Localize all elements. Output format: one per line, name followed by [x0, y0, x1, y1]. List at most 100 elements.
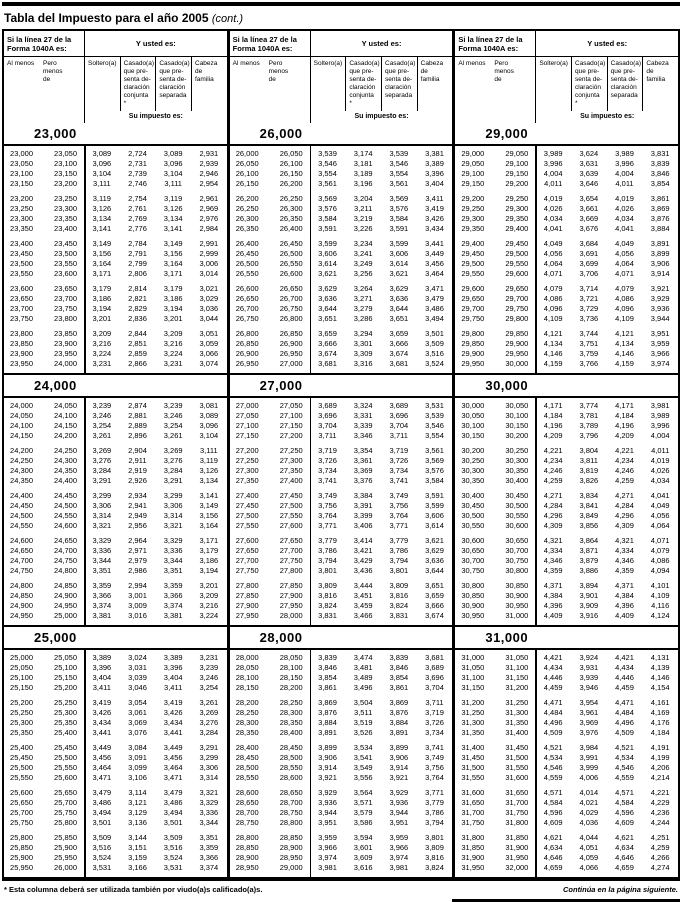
cell-less-than: 26,800	[279, 313, 303, 323]
cell-tax-head-of-household: 3,929	[650, 293, 670, 303]
cell-tax-single: 3,749	[318, 490, 337, 500]
row-group: 24,400 24,450 3,299 2,934 3,299 3,141 24,450 24…	[4, 491, 227, 531]
cell-tax-married-joint: 3,099	[128, 762, 147, 772]
section-heading: 29,000	[455, 123, 679, 146]
cell-at-least: 23,150	[10, 178, 33, 188]
cell-at-least: 31,300	[461, 717, 485, 727]
table-row: 27,500 27,550 3,764 3,399 3,764 3,606	[230, 511, 453, 521]
row-group: 23,800 23,850 3,209 2,844 3,209 3,051 23,850 23…	[4, 329, 227, 369]
cell-tax-married-joint: 3,841	[579, 500, 599, 510]
cell-tax-married-joint: 2,851	[128, 338, 147, 348]
cell-at-least: 24,450	[10, 500, 33, 510]
cell-tax-married-joint: 3,571	[353, 797, 373, 807]
cell-tax-married-separate: 4,011	[615, 178, 634, 188]
table-row: 27,900 27,950 3,824 3,459 3,824 3,666	[230, 601, 453, 611]
cell-tax-head-of-household: 3,501	[425, 328, 444, 338]
cell-tax-married-joint: 2,724	[128, 148, 147, 158]
cell-tax-single: 3,764	[318, 510, 337, 520]
table-row: 23,950 24,000 3,231 2,866 3,231 3,074	[4, 359, 227, 369]
cell-tax-single: 4,359	[543, 565, 563, 575]
section-rows: 30,000 30,050 4,171 3,774 4,171 3,981 30,050 30…	[455, 397, 678, 625]
cell-tax-head-of-household: 3,809	[425, 842, 444, 852]
cell-tax-head-of-household: 3,224	[199, 610, 219, 620]
cell-tax-single: 3,741	[318, 475, 337, 485]
cell-tax-married-joint: 3,204	[353, 193, 373, 203]
cell-tax-married-joint: 3,916	[579, 610, 599, 620]
column-header-at-least: Al menos	[7, 59, 35, 67]
cell-tax-single: 3,704	[318, 420, 337, 430]
cell-tax-married-joint: 4,006	[579, 772, 599, 782]
cell-less-than: 26,050	[279, 148, 303, 158]
row-group: 31,000 31,050 4,421 3,924 4,421 4,131 31,050 31…	[455, 653, 678, 693]
cell-at-least: 24,350	[10, 475, 33, 485]
cell-tax-married-joint: 3,046	[128, 682, 147, 692]
cell-at-least: 25,350	[10, 727, 33, 737]
income-section: 23,000 23,000 23,050 3,089 2,724 3,089 2,931 23…	[4, 123, 227, 373]
table-row: 27,600 27,650 3,779 3,414 3,779 3,621	[230, 536, 453, 546]
cell-tax-single: 3,306	[92, 500, 112, 510]
table-row: 29,700 29,750 4,096 3,729 4,096 3,936	[455, 304, 678, 314]
cell-tax-head-of-household: 3,629	[425, 545, 444, 555]
table-row: 26,650 26,700 3,636 3,271 3,636 3,479	[230, 294, 453, 304]
cell-tax-married-separate: 3,764	[389, 510, 409, 520]
cell-less-than: 28,750	[279, 807, 303, 817]
cell-less-than: 29,800	[505, 313, 529, 323]
cell-less-than: 29,650	[505, 283, 529, 293]
cell-tax-single: 3,929	[318, 787, 337, 797]
cell-at-least: 30,850	[461, 590, 485, 600]
cell-less-than: 24,400	[54, 475, 77, 485]
cell-tax-married-separate: 3,366	[163, 590, 183, 600]
cell-tax-single: 3,554	[318, 168, 337, 178]
table-row: 30,200 30,250 4,221 3,804 4,221 4,011	[455, 446, 678, 456]
cell-tax-married-joint: 3,496	[353, 682, 373, 692]
cell-less-than: 29,250	[505, 193, 529, 203]
cell-less-than: 24,900	[54, 590, 77, 600]
cell-less-than: 27,900	[279, 590, 303, 600]
cell-tax-single: 3,164	[92, 258, 112, 268]
cell-tax-married-separate: 3,276	[163, 455, 183, 465]
cell-tax-head-of-household: 3,164	[199, 520, 219, 530]
row-group: 27,800 27,850 3,809 3,444 3,809 3,651 27,850 27…	[230, 581, 453, 621]
cell-tax-single: 3,194	[92, 303, 112, 313]
cell-tax-married-separate: 3,929	[389, 787, 409, 797]
cell-tax-head-of-household: 3,261	[199, 697, 219, 707]
cell-tax-head-of-household: 4,176	[650, 717, 670, 727]
income-section: 26,000 26,000 26,050 3,539 3,174 3,539 3,381 26…	[229, 123, 453, 373]
cell-tax-married-separate: 3,411	[164, 682, 183, 692]
cell-less-than: 30,200	[505, 430, 529, 440]
cell-less-than: 24,650	[54, 535, 77, 545]
cell-tax-married-joint: 3,234	[353, 238, 373, 248]
cell-less-than: 30,900	[505, 590, 529, 600]
section-heading: 25,000	[4, 624, 227, 650]
table-row: 24,250 24,300 3,276 2,911 3,276 3,119	[4, 456, 227, 466]
cell-less-than: 23,950	[54, 348, 77, 358]
cell-tax-married-separate: 3,666	[389, 338, 409, 348]
row-group: 23,600 23,650 3,179 2,814 3,179 3,021 23,650 23…	[4, 284, 227, 324]
cell-at-least: 28,250	[235, 707, 259, 717]
cell-less-than: 23,600	[54, 268, 77, 278]
section-heading: 26,000	[229, 123, 453, 146]
panel-sections: 26,000 26,000 26,050 3,539 3,174 3,539 3,381 26…	[229, 123, 453, 877]
row-group: 31,200 31,250 4,471 3,954 4,471 4,161 31,250 31…	[455, 698, 678, 738]
cell-at-least: 30,250	[461, 455, 485, 465]
cell-tax-head-of-household: 3,989	[650, 410, 670, 420]
cell-tax-married-joint: 3,211	[354, 203, 373, 213]
table-row: 29,400 29,450 4,049 3,684 4,049 3,891	[455, 239, 678, 249]
cell-less-than: 27,250	[279, 445, 303, 455]
cell-tax-head-of-household: 4,124	[650, 610, 670, 620]
cell-tax-married-joint: 3,676	[579, 223, 599, 233]
cell-less-than: 29,400	[505, 223, 529, 233]
cell-at-least: 25,700	[10, 807, 33, 817]
cell-less-than: 31,200	[505, 682, 529, 692]
cell-tax-married-separate: 3,186	[163, 293, 183, 303]
cell-tax-married-joint: 3,459	[353, 600, 373, 610]
cell-at-least: 27,950	[235, 610, 259, 620]
cell-less-than: 26,200	[279, 178, 303, 188]
cell-tax-married-joint: 3,189	[353, 168, 373, 178]
cell-tax-married-joint: 3,084	[128, 742, 147, 752]
table-row: 31,100 31,150 4,446 3,939 4,446 4,146	[455, 673, 678, 683]
cell-tax-single: 3,089	[92, 148, 112, 158]
table-panel-right: Si la línea 27 de la Forma 1040A es: Y u…	[453, 29, 681, 879]
cell-tax-single: 3,351	[92, 565, 112, 575]
cell-less-than: 28,550	[279, 762, 303, 772]
